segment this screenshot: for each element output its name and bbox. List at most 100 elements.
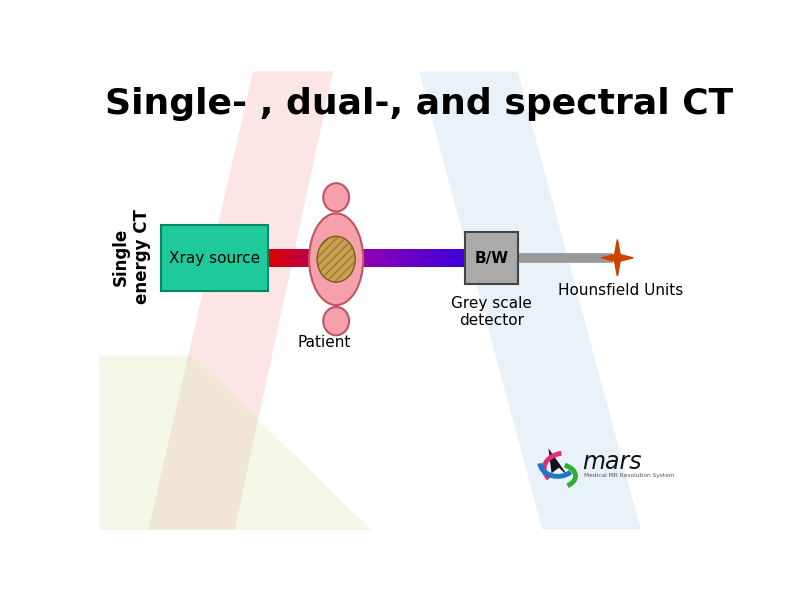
Bar [328, 249, 330, 267]
Bar [453, 249, 454, 267]
Bar [362, 249, 364, 267]
Bar [357, 249, 360, 267]
Text: Hounsfield Units: Hounsfield Units [558, 283, 683, 298]
Bar [414, 249, 417, 267]
Bar [333, 249, 335, 267]
Bar [344, 249, 346, 267]
Bar [336, 249, 338, 267]
Bar [449, 249, 451, 267]
Bar [354, 249, 356, 267]
Bar [380, 249, 383, 267]
Bar [334, 249, 337, 267]
Text: Single
energy CT: Single energy CT [112, 209, 151, 305]
Bar [311, 249, 314, 267]
Bar [299, 249, 302, 267]
Bar [349, 249, 351, 267]
Bar [398, 249, 400, 267]
Bar [444, 249, 446, 267]
Bar [368, 249, 371, 267]
Text: mars: mars [582, 450, 642, 474]
Bar [416, 249, 418, 267]
Bar [433, 249, 435, 267]
Bar [428, 249, 430, 267]
Bar [316, 249, 318, 267]
Bar [434, 249, 437, 267]
Bar [459, 249, 461, 267]
Bar [298, 249, 300, 267]
Bar [424, 249, 426, 267]
Bar [445, 249, 448, 267]
Bar [295, 249, 297, 267]
Bar [390, 249, 392, 267]
Bar [290, 249, 292, 267]
Bar [345, 249, 348, 267]
Bar [379, 249, 380, 267]
Bar [341, 249, 343, 267]
Bar [353, 249, 354, 267]
Bar [321, 249, 323, 267]
Bar [439, 249, 441, 267]
Text: Grey scale
detector: Grey scale detector [451, 296, 532, 328]
Bar [457, 249, 460, 267]
Bar [426, 249, 428, 267]
Bar [273, 249, 276, 267]
Bar [287, 249, 289, 267]
Bar [385, 249, 387, 267]
Bar [360, 249, 363, 267]
Polygon shape [549, 449, 569, 477]
Bar [384, 249, 386, 267]
Ellipse shape [317, 236, 355, 282]
Ellipse shape [323, 307, 349, 336]
Bar [313, 249, 315, 267]
Bar [326, 249, 328, 267]
Bar [418, 249, 420, 267]
Bar [276, 249, 279, 267]
Bar [396, 249, 399, 267]
Bar [324, 249, 326, 267]
Bar [306, 249, 308, 267]
Bar [272, 249, 274, 267]
Bar [391, 249, 394, 267]
Bar [419, 249, 422, 267]
Bar [364, 249, 366, 267]
Bar [372, 249, 374, 267]
Bar [395, 249, 397, 267]
Bar [350, 249, 353, 267]
Bar [461, 249, 463, 267]
Bar [339, 249, 341, 267]
Bar [367, 249, 369, 267]
Text: Single- , dual-, and spectral CT: Single- , dual-, and spectral CT [105, 87, 734, 121]
Bar [301, 249, 303, 267]
Bar [403, 249, 405, 267]
Bar [296, 249, 299, 267]
Bar [462, 249, 464, 267]
Polygon shape [148, 71, 333, 530]
Bar [283, 249, 286, 267]
Ellipse shape [309, 214, 363, 305]
Bar [465, 231, 518, 284]
Bar [411, 249, 414, 267]
Bar [282, 249, 284, 267]
Bar [314, 249, 317, 267]
Bar [280, 249, 282, 267]
Bar [454, 249, 457, 267]
Bar [270, 249, 272, 267]
Bar [387, 249, 389, 267]
Bar [430, 249, 432, 267]
Bar [310, 249, 312, 267]
Bar [410, 249, 412, 267]
Bar [347, 249, 349, 267]
Bar [275, 249, 277, 267]
Bar [293, 249, 295, 267]
Bar [305, 249, 306, 267]
Bar [330, 249, 331, 267]
Bar [308, 249, 310, 267]
Bar [377, 249, 379, 267]
Bar [413, 249, 415, 267]
Polygon shape [68, 355, 395, 552]
Bar [422, 249, 425, 267]
Bar [319, 249, 322, 267]
Bar [402, 249, 403, 267]
Polygon shape [601, 240, 634, 276]
Bar [268, 249, 271, 267]
